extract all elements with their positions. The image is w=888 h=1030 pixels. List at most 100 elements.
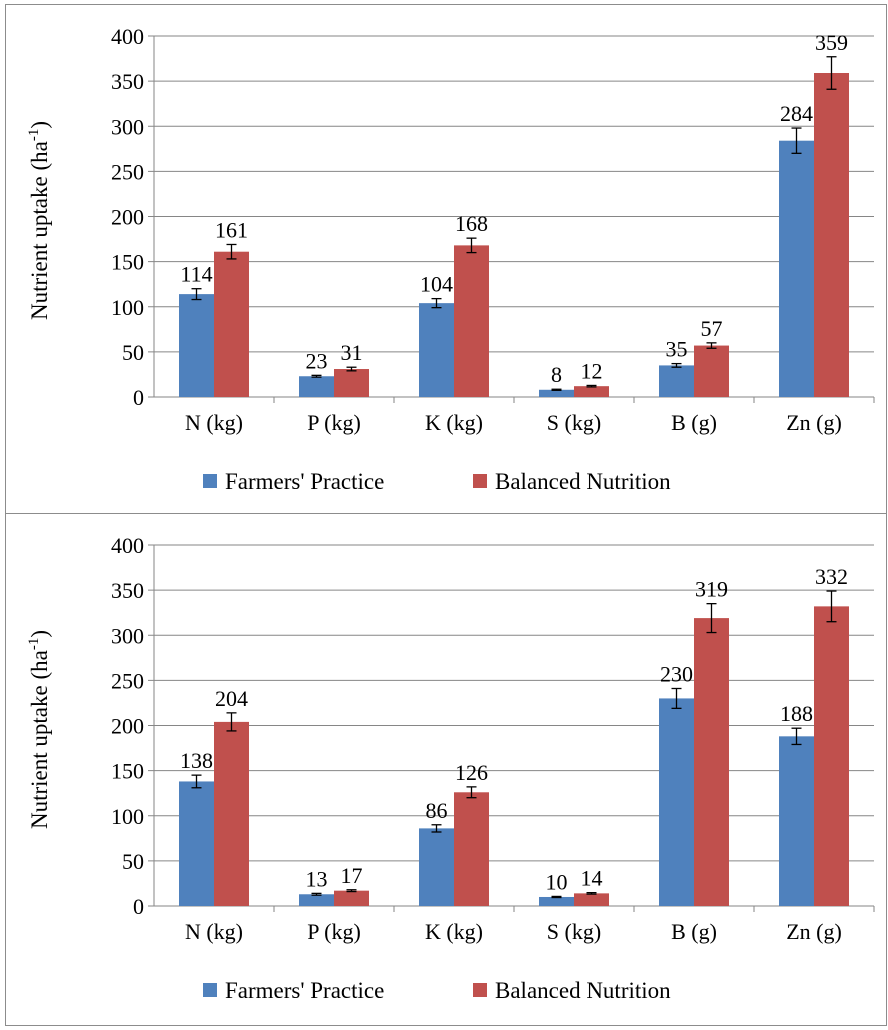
y-axis-title-close: ) <box>27 630 52 638</box>
legend-swatch <box>203 474 217 488</box>
y-tick-label: 200 <box>111 205 144 230</box>
y-axis-title: Nutrient uptake (ha-1) <box>26 630 52 829</box>
y-tick-label: 250 <box>111 668 144 693</box>
bar-farmers-practice <box>179 294 214 397</box>
bar-farmers-practice <box>779 736 814 906</box>
bar-chart-top: 0 50 100 150 200 250 300 350 400 Nutrient uptake … <box>26 24 875 494</box>
bar-balanced-nutrition <box>214 251 249 397</box>
y-tick-label: 0 <box>133 894 144 919</box>
data-label: 8 <box>551 362 562 387</box>
x-tick-label: B (g) <box>671 919 717 944</box>
x-tick-label: N (kg) <box>185 410 243 435</box>
legend: Farmers' Practice Balanced Nutrition <box>203 469 671 494</box>
y-tick-label: 0 <box>133 385 144 410</box>
data-label: 104 <box>420 272 453 297</box>
data-label: 14 <box>581 866 603 891</box>
data-label: 168 <box>455 211 488 236</box>
bar-farmers-practice <box>299 894 334 906</box>
bar-balanced-nutrition <box>454 245 489 397</box>
x-tick-label: S (kg) <box>547 919 601 944</box>
y-tick-label: 150 <box>111 759 144 784</box>
y-tick-label: 200 <box>111 714 144 739</box>
data-label: 188 <box>780 701 813 726</box>
chart-panel-top: 0 50 100 150 200 250 300 350 400 Nutrient uptake … <box>5 4 887 514</box>
y-tick-label: 100 <box>111 804 144 829</box>
x-tick-label: K (kg) <box>425 919 483 944</box>
data-label: 126 <box>455 760 488 785</box>
x-tick-label: P (kg) <box>307 919 361 944</box>
data-label: 161 <box>215 217 248 242</box>
bar-farmers-practice <box>419 828 454 906</box>
data-label: 359 <box>815 30 848 55</box>
bar-balanced-nutrition <box>694 345 729 397</box>
bar-farmers-practice <box>659 698 694 906</box>
x-tick-label: K (kg) <box>425 410 483 435</box>
data-label: 332 <box>815 564 848 589</box>
data-label: 12 <box>581 358 603 383</box>
chart-panel-bottom: 0 50 100 150 200 250 300 350 400 Nutrient uptake … <box>5 513 887 1026</box>
data-label: 230 <box>660 661 693 686</box>
legend: Farmers' Practice Balanced Nutrition <box>203 978 671 1003</box>
y-axis-title: Nutrient uptake (ha-1) <box>26 121 52 320</box>
data-label: 35 <box>666 337 688 362</box>
data-label: 13 <box>306 866 328 891</box>
y-axis-title-superscript: -1 <box>26 129 42 142</box>
y-tick-label: 150 <box>111 250 144 275</box>
data-label: 284 <box>780 101 813 126</box>
x-tick-label: B (g) <box>671 410 717 435</box>
y-tick-label: 350 <box>111 578 144 603</box>
x-tick-label: Zn (g) <box>786 919 842 944</box>
data-label: 319 <box>695 577 728 602</box>
y-axis-title-text: Nutrient uptake (ha <box>27 141 52 320</box>
legend-swatch <box>203 983 217 997</box>
data-label: 114 <box>180 262 212 287</box>
x-tick-label: Zn (g) <box>786 410 842 435</box>
legend-label: Balanced Nutrition <box>495 978 671 1003</box>
legend-label: Farmers' Practice <box>225 978 384 1003</box>
x-tick-label: N (kg) <box>185 919 243 944</box>
data-label: 138 <box>180 748 213 773</box>
bar-balanced-nutrition <box>574 893 609 906</box>
x-tick-label: S (kg) <box>547 410 601 435</box>
x-tick-label: P (kg) <box>307 410 361 435</box>
bar-balanced-nutrition <box>454 792 489 906</box>
bar-farmers-practice <box>539 896 574 906</box>
bar-balanced-nutrition <box>814 606 849 906</box>
y-tick-label: 350 <box>111 69 144 94</box>
data-label: 57 <box>701 316 723 341</box>
data-label: 86 <box>426 798 448 823</box>
bar-farmers-practice <box>179 781 214 906</box>
data-label: 17 <box>341 863 363 888</box>
bar-balanced-nutrition <box>574 386 609 397</box>
data-label: 10 <box>546 869 568 894</box>
bar-balanced-nutrition <box>334 369 369 397</box>
y-tick-label: 250 <box>111 159 144 184</box>
data-label: 23 <box>306 348 328 373</box>
bar-balanced-nutrition <box>214 721 249 906</box>
bar-farmers-practice <box>299 376 334 397</box>
bar-farmers-practice <box>659 365 694 397</box>
y-tick-label: 50 <box>122 849 144 874</box>
y-tick-label: 400 <box>111 24 144 49</box>
y-tick-label: 100 <box>111 295 144 320</box>
legend-label: Balanced Nutrition <box>495 469 671 494</box>
bar-farmers-practice <box>779 140 814 397</box>
bar-farmers-practice <box>539 389 574 397</box>
y-axis-title-text: Nutrient uptake (ha <box>27 650 52 829</box>
bar-chart-bottom: 0 50 100 150 200 250 300 350 400 Nutrient uptake … <box>26 533 875 1003</box>
y-axis-title-close: ) <box>27 121 52 129</box>
data-label: 31 <box>341 340 363 365</box>
y-tick-label: 400 <box>111 533 144 558</box>
bar-balanced-nutrition <box>334 890 369 906</box>
bar-farmers-practice <box>419 303 454 397</box>
bar-balanced-nutrition <box>814 73 849 397</box>
bar-balanced-nutrition <box>694 618 729 906</box>
y-tick-label: 300 <box>111 114 144 139</box>
legend-label: Farmers' Practice <box>225 469 384 494</box>
legend-swatch <box>473 983 487 997</box>
y-axis-title-superscript: -1 <box>26 638 42 651</box>
legend-swatch <box>473 474 487 488</box>
y-tick-label: 300 <box>111 623 144 648</box>
data-label: 204 <box>215 686 248 711</box>
y-tick-label: 50 <box>122 340 144 365</box>
